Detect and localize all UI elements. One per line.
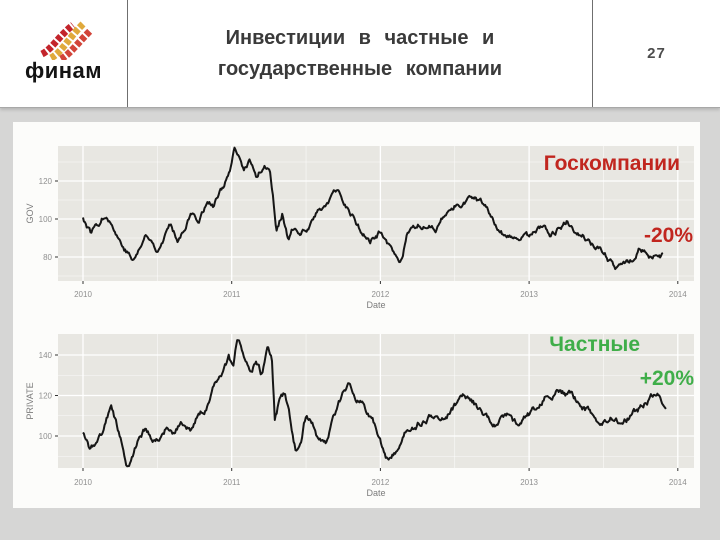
svg-text:120: 120 (39, 177, 53, 186)
finam-logo-icon (39, 21, 92, 60)
header-divider-right (592, 0, 593, 107)
svg-text:2013: 2013 (520, 290, 538, 299)
svg-text:PRIVATE: PRIVATE (25, 382, 35, 419)
svg-text:2012: 2012 (372, 478, 390, 487)
svg-text:120: 120 (39, 392, 53, 401)
charts-image: 2010 2011 2012 2013 2014 80 100 120 Date GOV 2010 2… (13, 122, 700, 508)
page-title: Инвестиции в частные и государственные к… (128, 0, 592, 107)
gov-change-badge: -20% (643, 224, 693, 247)
svg-text:2013: 2013 (520, 478, 538, 487)
slide-page-number: 27 (647, 45, 666, 62)
header-divider-left (127, 0, 128, 107)
svg-text:80: 80 (43, 253, 52, 262)
svg-text:100: 100 (39, 432, 53, 441)
svg-text:2010: 2010 (74, 478, 92, 487)
private-chart-label: Частные (549, 333, 640, 356)
svg-text:140: 140 (39, 351, 53, 360)
investment-charts: 2010 2011 2012 2013 2014 80 100 120 Date GOV 2010 2… (25, 146, 694, 498)
svg-text:2012: 2012 (372, 290, 390, 299)
page-title-line1: Инвестиции в частные и (225, 26, 495, 49)
svg-text:2010: 2010 (74, 290, 92, 299)
svg-text:2014: 2014 (669, 290, 687, 299)
page-title-line2: государственные компании (217, 57, 503, 80)
svg-text:Date: Date (366, 488, 385, 498)
finam-logo: финам (0, 0, 127, 107)
private-change-badge: +20% (639, 367, 694, 390)
finam-logo-text: финам (24, 58, 103, 83)
svg-text:100: 100 (39, 215, 53, 224)
gov-chart-label: Госкомпании (543, 152, 680, 175)
svg-text:Date: Date (366, 300, 385, 310)
slide-header: финам Инвестиции в частные и государстве… (0, 0, 720, 108)
svg-text:2014: 2014 (669, 478, 687, 487)
svg-text:2011: 2011 (223, 290, 241, 299)
svg-text:GOV: GOV (25, 203, 35, 223)
svg-text:2011: 2011 (223, 478, 241, 487)
